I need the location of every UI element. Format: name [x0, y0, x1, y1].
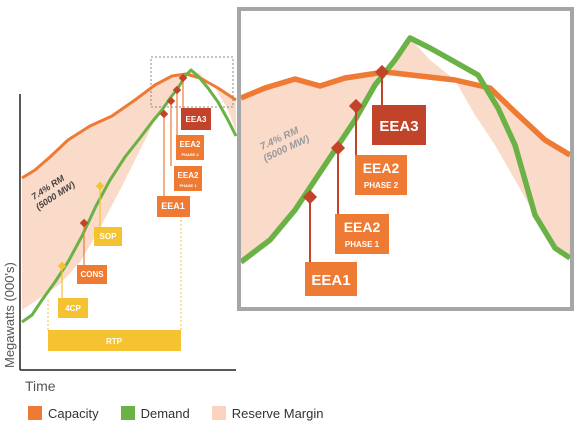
- marker-eea3-diamond: [178, 73, 188, 83]
- marker-eea2-phase1-box: [174, 166, 202, 191]
- demand-line: [21, 68, 238, 324]
- zoom-marker-eea1-diamond: [302, 189, 318, 205]
- zoom-marker-eea2-phase2-diamond: [348, 98, 364, 114]
- zoom-marker-eea3-diamond: [374, 64, 390, 80]
- marker-sop-label: SOP: [100, 232, 118, 241]
- marker-eea2-phase1-sublabel: PHASE 1: [179, 183, 197, 188]
- marker-eea2-phase2-box: [176, 135, 204, 160]
- zoom-marker-eea2-phase1-box: [335, 214, 389, 254]
- zoom-marker-eea2-phase1-label: EEA2: [344, 219, 381, 235]
- legend-swatch-capacity: [28, 406, 42, 420]
- x-axis-title: Time: [25, 378, 56, 394]
- zoom-marker-eea2-phase1-sublabel: PHASE 1: [345, 240, 380, 249]
- main-chart: 7.4% RM (5000 MW) RTP 4CP CONS SOP EEA1: [2, 56, 238, 394]
- zoom-marker-eea2-phase2-box: [355, 155, 407, 195]
- rtp-bar: [48, 330, 181, 351]
- marker-eea2-phase1-diamond: [166, 96, 176, 106]
- marker-eea1-label: EEA1: [161, 201, 185, 211]
- marker-4cp-diamond: [57, 261, 67, 271]
- zoom-marker-eea3-label: EEA3: [379, 118, 418, 135]
- zoom-marker-eea1-box: [305, 262, 357, 296]
- marker-sop-diamond: [95, 181, 105, 191]
- zoom-marker-eea1-label: EEA1: [311, 272, 350, 289]
- marker-eea3-box: [181, 108, 211, 130]
- marker-eea2-phase1-label: EEA2: [178, 171, 199, 180]
- chart-figure: 7.4% RM (5000 MW) RTP 4CP CONS SOP EEA1: [2, 7, 574, 394]
- chart-legend: Capacity Demand Reserve Margin: [28, 402, 345, 424]
- zoom-demand-line: [241, 35, 570, 265]
- marker-cons-label: CONS: [80, 270, 104, 279]
- zoom-marker-eea2-phase2-sublabel: PHASE 2: [364, 181, 399, 190]
- marker-eea3-label: EEA3: [186, 115, 207, 124]
- zoom-marker-eea2-phase1-diamond: [330, 140, 346, 156]
- legend-item-reserve-margin: Reserve Margin: [211, 405, 324, 421]
- zoom-marker-eea2-phase2-label: EEA2: [363, 160, 400, 176]
- marker-sop-box: [94, 227, 122, 246]
- marker-cons-diamond: [79, 218, 89, 228]
- y-axis-title: Megawatts (000's): [2, 262, 17, 368]
- marker-eea2-phase2-diamond: [172, 85, 182, 95]
- marker-cons-box: [77, 265, 107, 284]
- legend-label-reserve-margin: Reserve Margin: [231, 405, 324, 421]
- legend-label-capacity: Capacity: [48, 405, 99, 421]
- marker-4cp-label: 4CP: [65, 304, 81, 313]
- legend-item-demand: Demand: [120, 405, 190, 421]
- marker-4cp-box: [58, 298, 88, 318]
- marker-eea1-box: [157, 196, 190, 217]
- zoom-capacity-line: [241, 69, 570, 158]
- zoom-panel-frame: [237, 7, 574, 311]
- legend-swatch-reserve-margin: [211, 406, 226, 420]
- marker-eea2-phase2-label: EEA2: [180, 140, 201, 149]
- marker-eea2-phase2-sublabel: PHASE 2: [181, 152, 199, 157]
- rtp-bar-label: RTP: [106, 337, 123, 346]
- legend-swatch-demand: [120, 406, 135, 420]
- zoom-region-box: [150, 56, 234, 108]
- zoom-panel: EEA1 EEA2 PHASE 1 EEA2 PHASE 2 EEA3 7.4%…: [237, 7, 574, 311]
- legend-label-demand: Demand: [140, 405, 190, 421]
- legend-item-capacity: Capacity: [28, 406, 99, 421]
- marker-eea1-diamond: [159, 109, 169, 119]
- zoom-marker-eea3-box: [372, 105, 426, 145]
